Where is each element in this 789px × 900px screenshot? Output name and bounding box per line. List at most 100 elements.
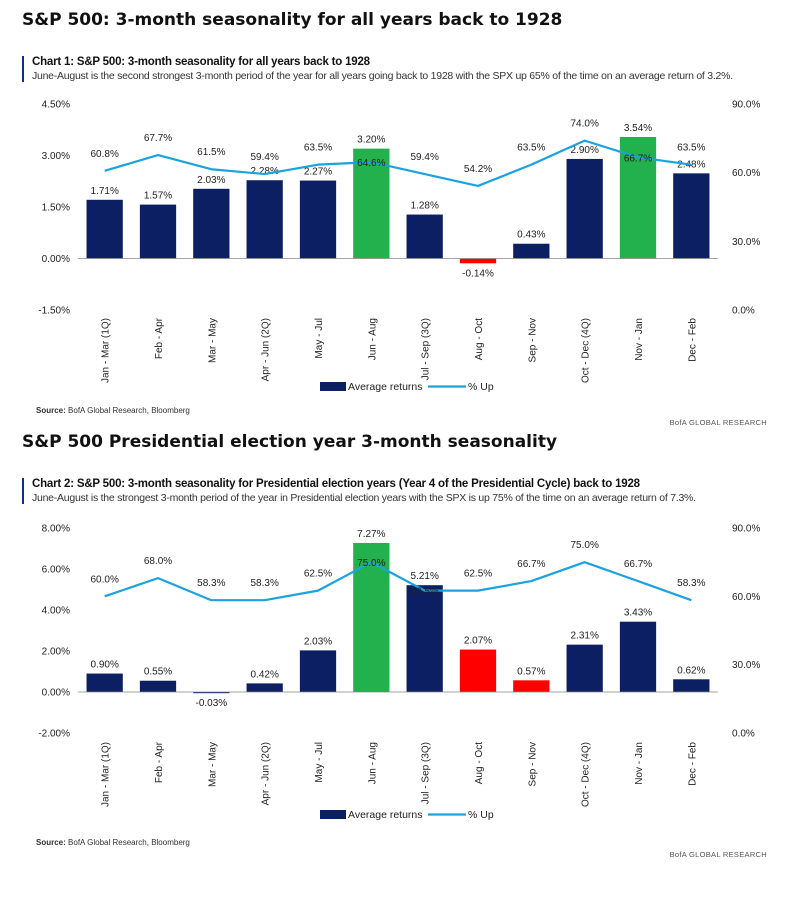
bar-value-label: 2.31%	[570, 631, 598, 642]
category-label: Mar - May	[207, 318, 218, 363]
category-label: Jan - Mar (1Q)	[101, 742, 112, 807]
bar-value-label: 1.28%	[410, 201, 438, 212]
category-label: Sep - Nov	[527, 742, 538, 786]
pct-up-label: 66.7%	[517, 559, 545, 570]
y-tick-label: 6.00%	[42, 565, 70, 576]
bar-value-label: -0.14%	[462, 268, 494, 279]
bar-value-label: 2.48%	[677, 159, 705, 170]
chart-2-svg: -2.00% 0.00% 2.00% 4.00% 6.00% 8.00% 0.0% 30.0%…	[38, 524, 760, 822]
source-note-1: Source: BofA Global Research, Bloomberg	[36, 406, 190, 415]
y2-tick-label: 60.0%	[732, 592, 760, 603]
y-tick-label: -2.00%	[38, 729, 70, 740]
pct-up-label: 60.8%	[90, 149, 118, 160]
category-label: Jul - Sep (3Q)	[421, 742, 432, 804]
bar	[246, 683, 283, 692]
y-tick-label: 2.00%	[42, 647, 70, 658]
pct-up-label: 64.6%	[357, 158, 385, 169]
bar-value-label: 0.62%	[677, 665, 705, 676]
bar	[619, 621, 657, 692]
category-label: Jan - Mar (1Q)	[101, 318, 112, 383]
category-label: Aug - Oct	[474, 318, 485, 360]
chart-subtitle-1: June-August is the second strongest 3-mo…	[32, 70, 733, 82]
pct-up-label: 62.5%	[304, 569, 332, 580]
bar	[246, 180, 283, 259]
bar	[673, 679, 710, 692]
chart-subtitle-2: June-August is the strongest 3-month per…	[32, 492, 696, 504]
pct-up-label: 68.0%	[144, 556, 172, 567]
pct-up-label: 63.5%	[304, 143, 332, 154]
category-label: Jul - Sep (3Q)	[421, 318, 432, 380]
category-label: Apr - Jun (2Q)	[261, 742, 272, 805]
y-tick-label: 1.50%	[42, 203, 70, 214]
bar-value-label: 2.90%	[570, 145, 598, 156]
bar-value-label: 7.27%	[357, 529, 385, 540]
pct-up-label: 63.5%	[517, 143, 545, 154]
chart-1-svg: -1.50% 0.00% 1.50% 3.00% 4.50% 0.0% 30.0% 60.0%…	[38, 100, 760, 394]
y2-tick-label: 90.0%	[732, 100, 760, 111]
bar	[193, 188, 230, 259]
bar-value-label: 2.27%	[304, 167, 332, 178]
bar	[86, 199, 123, 259]
bar-value-label: 0.42%	[250, 669, 278, 680]
category-label: Aug - Oct	[474, 742, 485, 784]
pct-up-label: 62.5%	[410, 587, 438, 598]
y2-tick-label: 90.0%	[732, 524, 760, 535]
y2-tick-label: 0.0%	[732, 306, 755, 317]
pct-up-label: 59.4%	[250, 152, 278, 163]
source-note-2: Source: BofA Global Research, Bloomberg	[36, 838, 190, 847]
category-label: Apr - Jun (2Q)	[261, 318, 272, 381]
bar-value-label: 3.20%	[357, 135, 385, 146]
pct-up-label: 58.3%	[677, 578, 705, 589]
pct-up-label: 74.0%	[570, 119, 598, 130]
pct-up-label: 58.3%	[250, 578, 278, 589]
pct-up-label: 67.7%	[144, 133, 172, 144]
chart-2: -2.00% 0.00% 2.00% 4.00% 6.00% 8.00% 0.0% 30.0%…	[0, 516, 789, 834]
legend-label-pct-up: % Up	[468, 381, 494, 393]
bar	[139, 680, 177, 692]
legend-label-pct-up: % Up	[468, 809, 494, 821]
category-label: Dec - Feb	[687, 742, 698, 786]
pct-up-label: 62.5%	[464, 569, 492, 580]
legend-bar-swatch	[320, 382, 346, 391]
category-label: Sep - Nov	[527, 318, 538, 362]
pct-up-label: 63.5%	[677, 143, 705, 154]
chart-title-1: Chart 1: S&P 500: 3-month seasonality fo…	[32, 56, 370, 68]
bar-value-label: 0.43%	[517, 230, 545, 241]
pct-up-label: 59.4%	[410, 152, 438, 163]
bar-value-label: -0.03%	[195, 698, 227, 709]
bar	[566, 158, 603, 259]
pct-up-label: 58.3%	[197, 578, 225, 589]
category-label: Mar - May	[207, 742, 218, 787]
y2-tick-label: 30.0%	[732, 237, 760, 248]
section-heading-1: S&P 500: 3-month seasonality for all yea…	[22, 10, 563, 30]
y-tick-label: -1.50%	[38, 306, 70, 317]
category-label: Nov - Jan	[634, 742, 645, 785]
pct-up-label: 66.7%	[624, 559, 652, 570]
bar	[299, 650, 337, 692]
chart-title-2: Chart 2: S&P 500: 3-month seasonality fo…	[32, 478, 640, 490]
chart-header-1: Chart 1: S&P 500: 3-month seasonality fo…	[22, 56, 780, 82]
y-tick-label: 3.00%	[42, 151, 70, 162]
bar	[353, 148, 390, 259]
y-tick-label: 8.00%	[42, 524, 70, 535]
bar	[86, 673, 123, 692]
category-label: Feb - Apr	[154, 317, 165, 359]
bar-value-label: 0.90%	[90, 660, 118, 671]
category-label: Nov - Jan	[634, 318, 645, 361]
bar-value-label: 0.57%	[517, 666, 545, 677]
pct-up-line	[104, 561, 692, 602]
bar	[406, 585, 443, 692]
bar	[566, 644, 603, 692]
category-label: Jun - Aug	[367, 318, 378, 360]
pct-up-label: 60.0%	[90, 574, 118, 585]
y2-tick-label: 30.0%	[732, 660, 760, 671]
bar-value-label: 2.03%	[304, 636, 332, 647]
bar-value-label: 3.54%	[624, 123, 652, 134]
bar-value-label: 5.21%	[410, 571, 438, 582]
pct-up-label: 75.0%	[570, 540, 598, 551]
bar-value-label: 2.03%	[197, 175, 225, 186]
y-tick-label: 0.00%	[42, 688, 70, 699]
category-label: Oct - Dec (4Q)	[581, 742, 592, 807]
legend-label-average-returns: Average returns	[348, 809, 423, 821]
category-label: Dec - Feb	[687, 318, 698, 362]
